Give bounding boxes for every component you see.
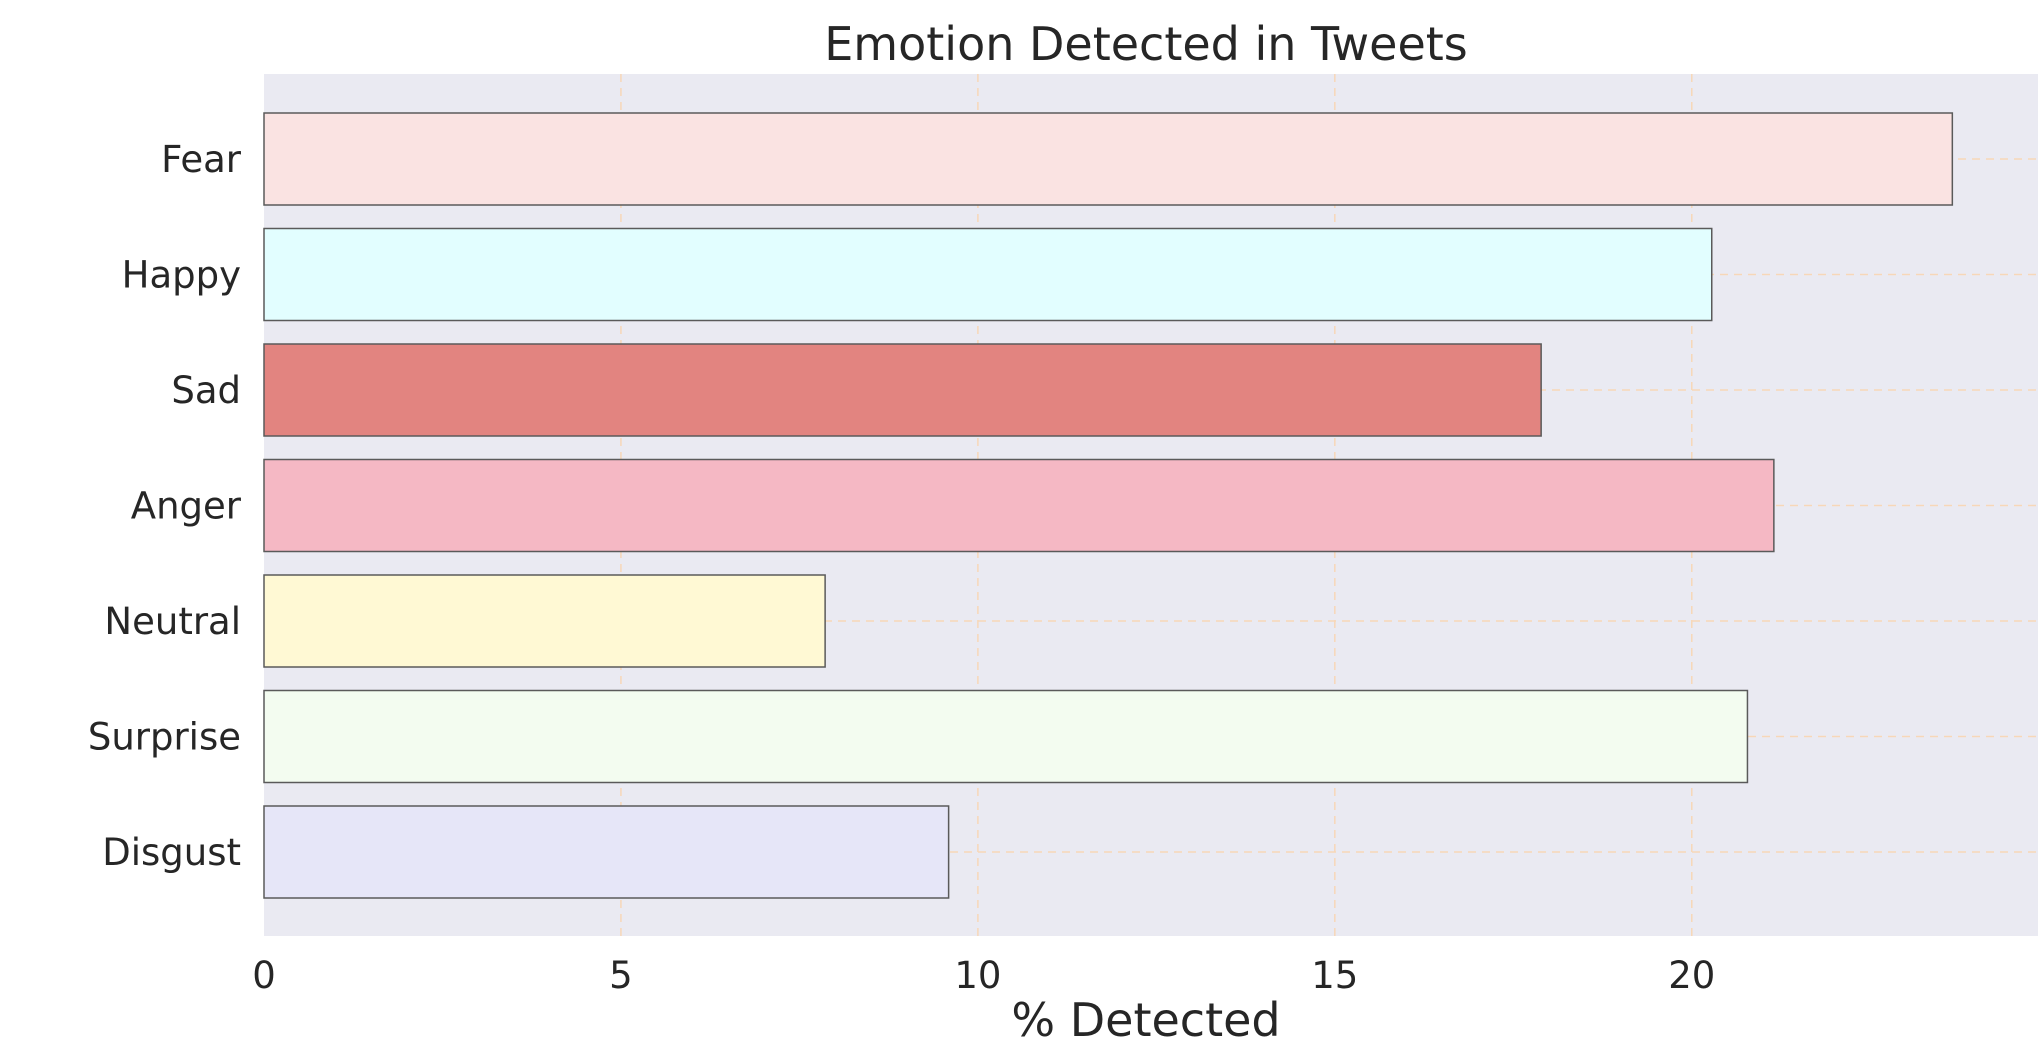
y-tick-label-neutral: Neutral [104, 600, 241, 643]
y-tick-label-fear: Fear [161, 138, 242, 181]
x-tick-label: 0 [252, 954, 276, 997]
y-tick-labels: Fear Happy Sad Anger Neutral Surprise Disgust [88, 138, 242, 874]
y-tick-label-disgust: Disgust [102, 831, 241, 874]
bar-disgust [263, 805, 950, 899]
bar-anger [263, 458, 1775, 553]
y-tick-label-anger: Anger [131, 485, 242, 528]
chart-title: Emotion Detected in Tweets [824, 17, 1468, 71]
x-tick-labels: 0 5 10 15 20 [252, 954, 1715, 997]
bar-neutral [263, 574, 826, 668]
bar-surprise [263, 689, 1749, 784]
x-axis-label: % Detected [1011, 993, 1280, 1047]
x-tick-label: 20 [1668, 954, 1715, 997]
x-tick-label: 15 [1311, 954, 1358, 997]
y-tick-label-sad: Sad [171, 369, 241, 412]
y-tick-label-happy: Happy [122, 254, 241, 297]
x-tick-label: 5 [609, 954, 633, 997]
bar-sad [263, 343, 1542, 437]
bars [263, 112, 1954, 899]
bar-fear [263, 112, 1954, 206]
x-tick-label: 10 [954, 954, 1001, 997]
y-tick-label-surprise: Surprise [88, 716, 241, 759]
bar-happy [263, 227, 1713, 322]
